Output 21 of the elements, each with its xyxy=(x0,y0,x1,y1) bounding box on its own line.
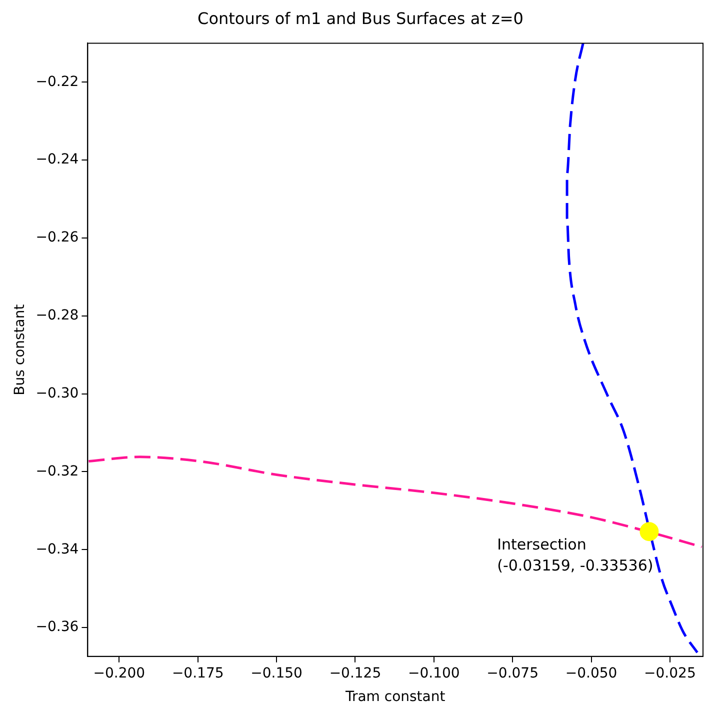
line-series xyxy=(88,456,703,548)
x-tick-label: −0.200 xyxy=(93,665,146,682)
x-tick-label: −0.050 xyxy=(565,665,618,682)
y-tick-label: −0.32 xyxy=(36,463,79,480)
y-tick-label: −0.36 xyxy=(36,619,79,636)
y-tick-label: −0.22 xyxy=(36,74,79,90)
annotation: Intersection (-0.03159, -0.33536) xyxy=(497,535,654,574)
y-tick-label: −0.28 xyxy=(36,308,79,324)
y-tick-label: −0.26 xyxy=(36,230,79,246)
y-tick-label: −0.30 xyxy=(36,385,79,402)
y-tick-label: −0.34 xyxy=(36,541,79,558)
x-tick-label: −0.100 xyxy=(408,665,460,682)
x-tick-label: −0.175 xyxy=(172,665,224,682)
x-tick-label: −0.075 xyxy=(486,665,538,682)
x-tick-label: −0.125 xyxy=(329,665,382,682)
x-tick-label: −0.150 xyxy=(250,665,302,682)
y-axis-title: Bus constant xyxy=(12,304,28,396)
x-axis-title: Tram constant xyxy=(344,689,446,706)
chart-title: Contours of m1 and Bus Surfaces at z=0 xyxy=(198,8,524,28)
x-tick-label: −0.025 xyxy=(644,665,696,682)
y-tick-label: −0.24 xyxy=(36,152,79,168)
